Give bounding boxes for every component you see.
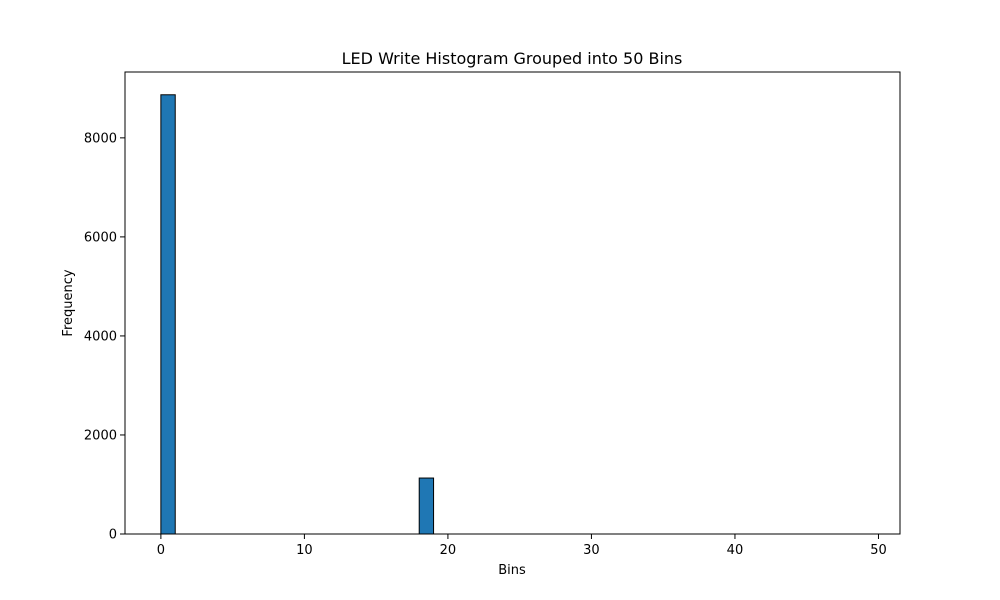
plot-frame <box>124 71 901 535</box>
x-tick-label: 30 <box>583 543 600 558</box>
y-tick-label: 0 <box>109 528 117 543</box>
y-tick-label: 2000 <box>84 428 117 443</box>
histogram-bar <box>160 94 176 535</box>
x-axis-label: Bins <box>498 563 526 578</box>
y-axis-label: Frequency <box>61 269 76 336</box>
x-tick-label: 10 <box>296 543 313 558</box>
x-tick-label: 50 <box>870 543 887 558</box>
x-tick-label: 40 <box>727 543 744 558</box>
x-axis-ticks: 0 10 20 30 40 50 <box>157 534 887 558</box>
y-tick-label: 4000 <box>84 329 117 344</box>
histogram-bar <box>418 477 435 535</box>
x-tick-label: 0 <box>157 543 165 558</box>
y-axis-ticks: 0 2000 4000 6000 8000 <box>84 131 125 543</box>
chart-title: LED Write Histogram Grouped into 50 Bins <box>342 49 683 68</box>
bars-group <box>160 94 435 535</box>
y-tick-label: 8000 <box>84 131 117 146</box>
x-tick-label: 20 <box>440 543 457 558</box>
y-tick-label: 6000 <box>84 230 117 245</box>
